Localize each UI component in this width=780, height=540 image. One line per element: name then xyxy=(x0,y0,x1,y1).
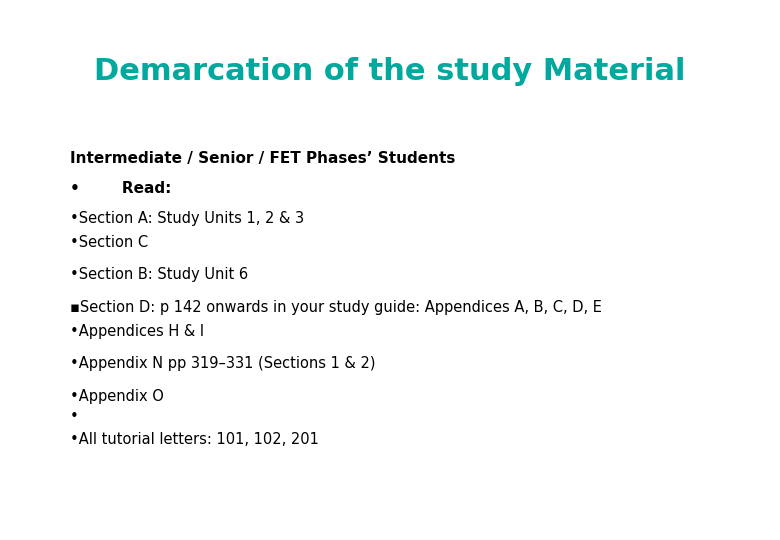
Text: Demarcation of the study Material: Demarcation of the study Material xyxy=(94,57,686,86)
Text: •Appendix N pp 319–331 (Sections 1 & 2): •Appendix N pp 319–331 (Sections 1 & 2) xyxy=(70,356,376,372)
Text: •: • xyxy=(70,409,79,424)
Text: •        Read:: • Read: xyxy=(70,181,172,196)
Text: •All tutorial letters: 101, 102, 201: •All tutorial letters: 101, 102, 201 xyxy=(70,432,319,447)
Text: ▪Section D: p 142 onwards in your study guide: Appendices A, B, C, D, E: ▪Section D: p 142 onwards in your study … xyxy=(70,300,602,315)
Text: •Appendices H & I: •Appendices H & I xyxy=(70,324,204,339)
Text: •Appendix O: •Appendix O xyxy=(70,389,164,404)
Text: •Section B: Study Unit 6: •Section B: Study Unit 6 xyxy=(70,267,248,282)
Text: Intermediate / Senior / FET Phases’ Students: Intermediate / Senior / FET Phases’ Stud… xyxy=(70,151,456,166)
Text: •Section C: •Section C xyxy=(70,235,148,250)
Text: •Section A: Study Units 1, 2 & 3: •Section A: Study Units 1, 2 & 3 xyxy=(70,211,304,226)
